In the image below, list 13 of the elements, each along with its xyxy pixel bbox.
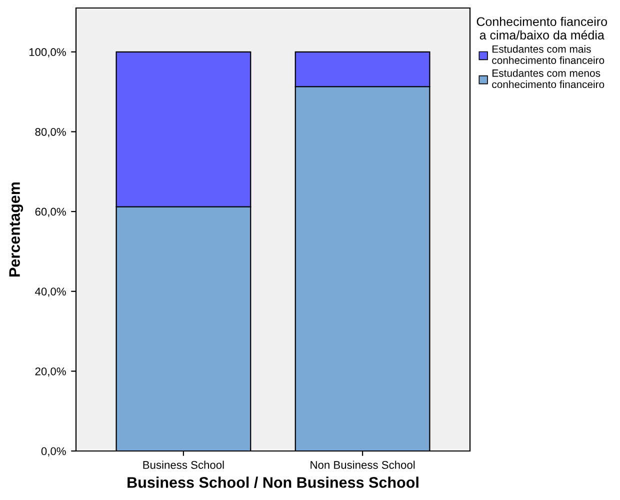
y-tick-label: 40,0% — [35, 288, 66, 297]
y-tick-label: 60,0% — [35, 208, 66, 217]
y-tick-label: 80,0% — [35, 128, 66, 138]
legend-label: Estudantes com menos conhecimento financeiro — [492, 69, 604, 88]
y-axis-title: Percentagem — [9, 182, 24, 276]
y-tick-label: 0,0% — [41, 447, 66, 456]
y-tick-label: 100,0% — [29, 48, 66, 58]
x-axis-title: Business School / Non Business School — [128, 476, 418, 488]
legend-title: Conhecimento fianceiro a cima/baixo da média — [476, 16, 608, 40]
x-tick-label: Business School — [143, 460, 224, 469]
x-tick-label: Non Business School — [310, 460, 415, 469]
legend-label: Estudantes com mais conhecimento financeiro — [492, 45, 604, 64]
y-tick-label: 20,0% — [35, 367, 66, 377]
